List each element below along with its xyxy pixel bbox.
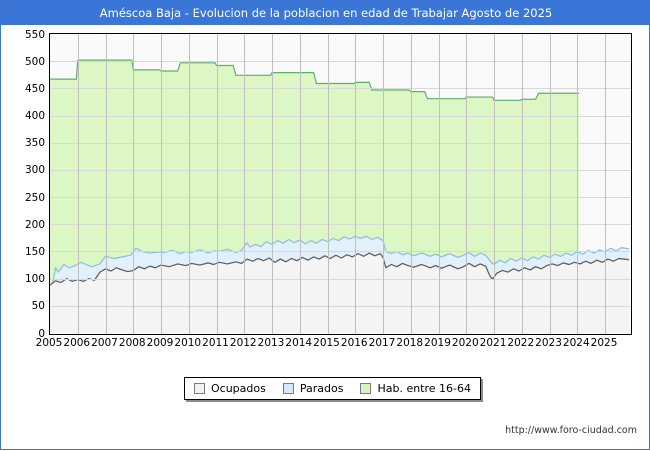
gridline-vertical [161, 34, 162, 334]
legend-item[interactable]: Ocupados [194, 382, 266, 395]
x-axis-tick-label: 2021 [479, 337, 507, 349]
gridline-vertical [355, 34, 357, 334]
gridline-horizontal [50, 305, 631, 307]
page-title: Améscoa Baja - Evolucion de la poblacion… [1, 1, 650, 25]
gridline-vertical [188, 34, 190, 334]
x-axis-tick-label: 2006 [63, 337, 91, 349]
gridline-vertical [466, 34, 468, 334]
y-axis-tick-label: 100 [24, 273, 45, 286]
gridline-vertical [438, 34, 440, 334]
x-axis-tick-label: 2024 [562, 337, 590, 349]
y-axis-tick-label: 200 [24, 218, 45, 231]
legend-swatch-icon [360, 383, 372, 394]
gridline-horizontal [50, 278, 631, 280]
chart-canvas: FORO-CIUDAD.COM 050100150200250300350400… [1, 25, 650, 451]
gridline-horizontal [50, 142, 631, 144]
gridline-vertical [299, 34, 301, 334]
gridline-vertical [410, 34, 412, 334]
y-axis-tick-label: 350 [24, 137, 45, 150]
gridline-vertical [327, 34, 329, 334]
footer-url: http://www.foro-ciudad.com [505, 425, 637, 436]
gridline-horizontal [50, 197, 631, 199]
gridline-vertical [383, 34, 384, 334]
gridline-horizontal [50, 169, 631, 171]
gridline-horizontal [50, 115, 631, 117]
legend-swatch-icon [194, 383, 205, 394]
gridline-vertical [105, 34, 107, 334]
gridline-vertical [77, 34, 79, 334]
y-axis-tick-label: 400 [24, 110, 45, 123]
x-axis-tick-label: 2012 [229, 337, 257, 349]
y-axis-tick-label: 300 [24, 164, 45, 177]
y-axis-tick-label: 150 [24, 245, 45, 258]
x-axis-tick-label: 2010 [174, 337, 202, 349]
chart-legend: Ocupados Parados Hab. entre 16-64 [184, 377, 482, 400]
y-axis-tick-label: 0 [38, 327, 45, 340]
gridline-vertical [577, 34, 579, 334]
chart-plot-svg [50, 59, 630, 333]
gridline-vertical [244, 34, 246, 334]
x-axis-tick-label: 2018 [396, 337, 424, 349]
x-axis-tick-label: 2025 [590, 337, 618, 349]
y-axis-tick-label: 550 [24, 28, 45, 41]
y-axis-tick-label: 250 [24, 191, 45, 204]
x-axis-tick-label: 2005 [35, 337, 63, 349]
x-axis-tick-label: 2023 [535, 337, 562, 349]
y-axis-labels: 0 50 100 150 200 250 300 350 400 450 500 550 [1, 29, 45, 340]
gridline-horizontal [50, 88, 631, 90]
x-axis-tick-label: 2007 [91, 337, 118, 349]
legend-label: Ocupados [211, 382, 266, 395]
x-axis-tick-label: 2020 [451, 337, 479, 349]
gridline-vertical [133, 34, 135, 334]
x-axis-tick-label: 2016 [340, 337, 368, 349]
gridline-vertical [521, 34, 523, 334]
gridline-vertical [272, 34, 273, 334]
x-axis-tick-label: 2015 [313, 337, 340, 349]
x-axis-tick-label: 2008 [118, 337, 146, 349]
x-axis-tick-label: 2011 [202, 337, 229, 349]
x-axis-tick-label: 2009 [146, 337, 174, 349]
y-axis-tick-label: 50 [31, 300, 45, 313]
gridline-vertical [494, 34, 496, 334]
legend-item[interactable]: Hab. entre 16-64 [360, 382, 471, 395]
gridline-vertical [216, 34, 218, 334]
legend-swatch-icon [282, 383, 294, 394]
gridline-horizontal [50, 251, 631, 253]
x-axis-tick-label: 2014 [285, 337, 313, 349]
y-axis-tick-label: 500 [24, 55, 45, 68]
legend-label: Hab. entre 16-64 [377, 382, 472, 395]
series-ocupados [50, 252, 630, 333]
plot-area [49, 33, 632, 335]
legend-label: Parados [299, 382, 344, 395]
y-axis-tick-label: 450 [24, 82, 45, 95]
x-axis-labels: 2005 2006 2007 2008 2009 2010 2011 2012 2013 2014… [1, 337, 650, 353]
gridline-vertical [605, 34, 607, 334]
gridline-horizontal [50, 61, 631, 63]
gridline-horizontal [50, 224, 631, 226]
gridline-vertical [549, 34, 551, 334]
x-axis-tick-label: 2019 [424, 337, 451, 349]
x-axis-tick-label: 2022 [507, 337, 535, 349]
x-axis-tick-label: 2017 [368, 337, 396, 349]
x-axis-tick-label: 2013 [257, 337, 285, 349]
legend-item[interactable]: Parados [282, 382, 344, 395]
